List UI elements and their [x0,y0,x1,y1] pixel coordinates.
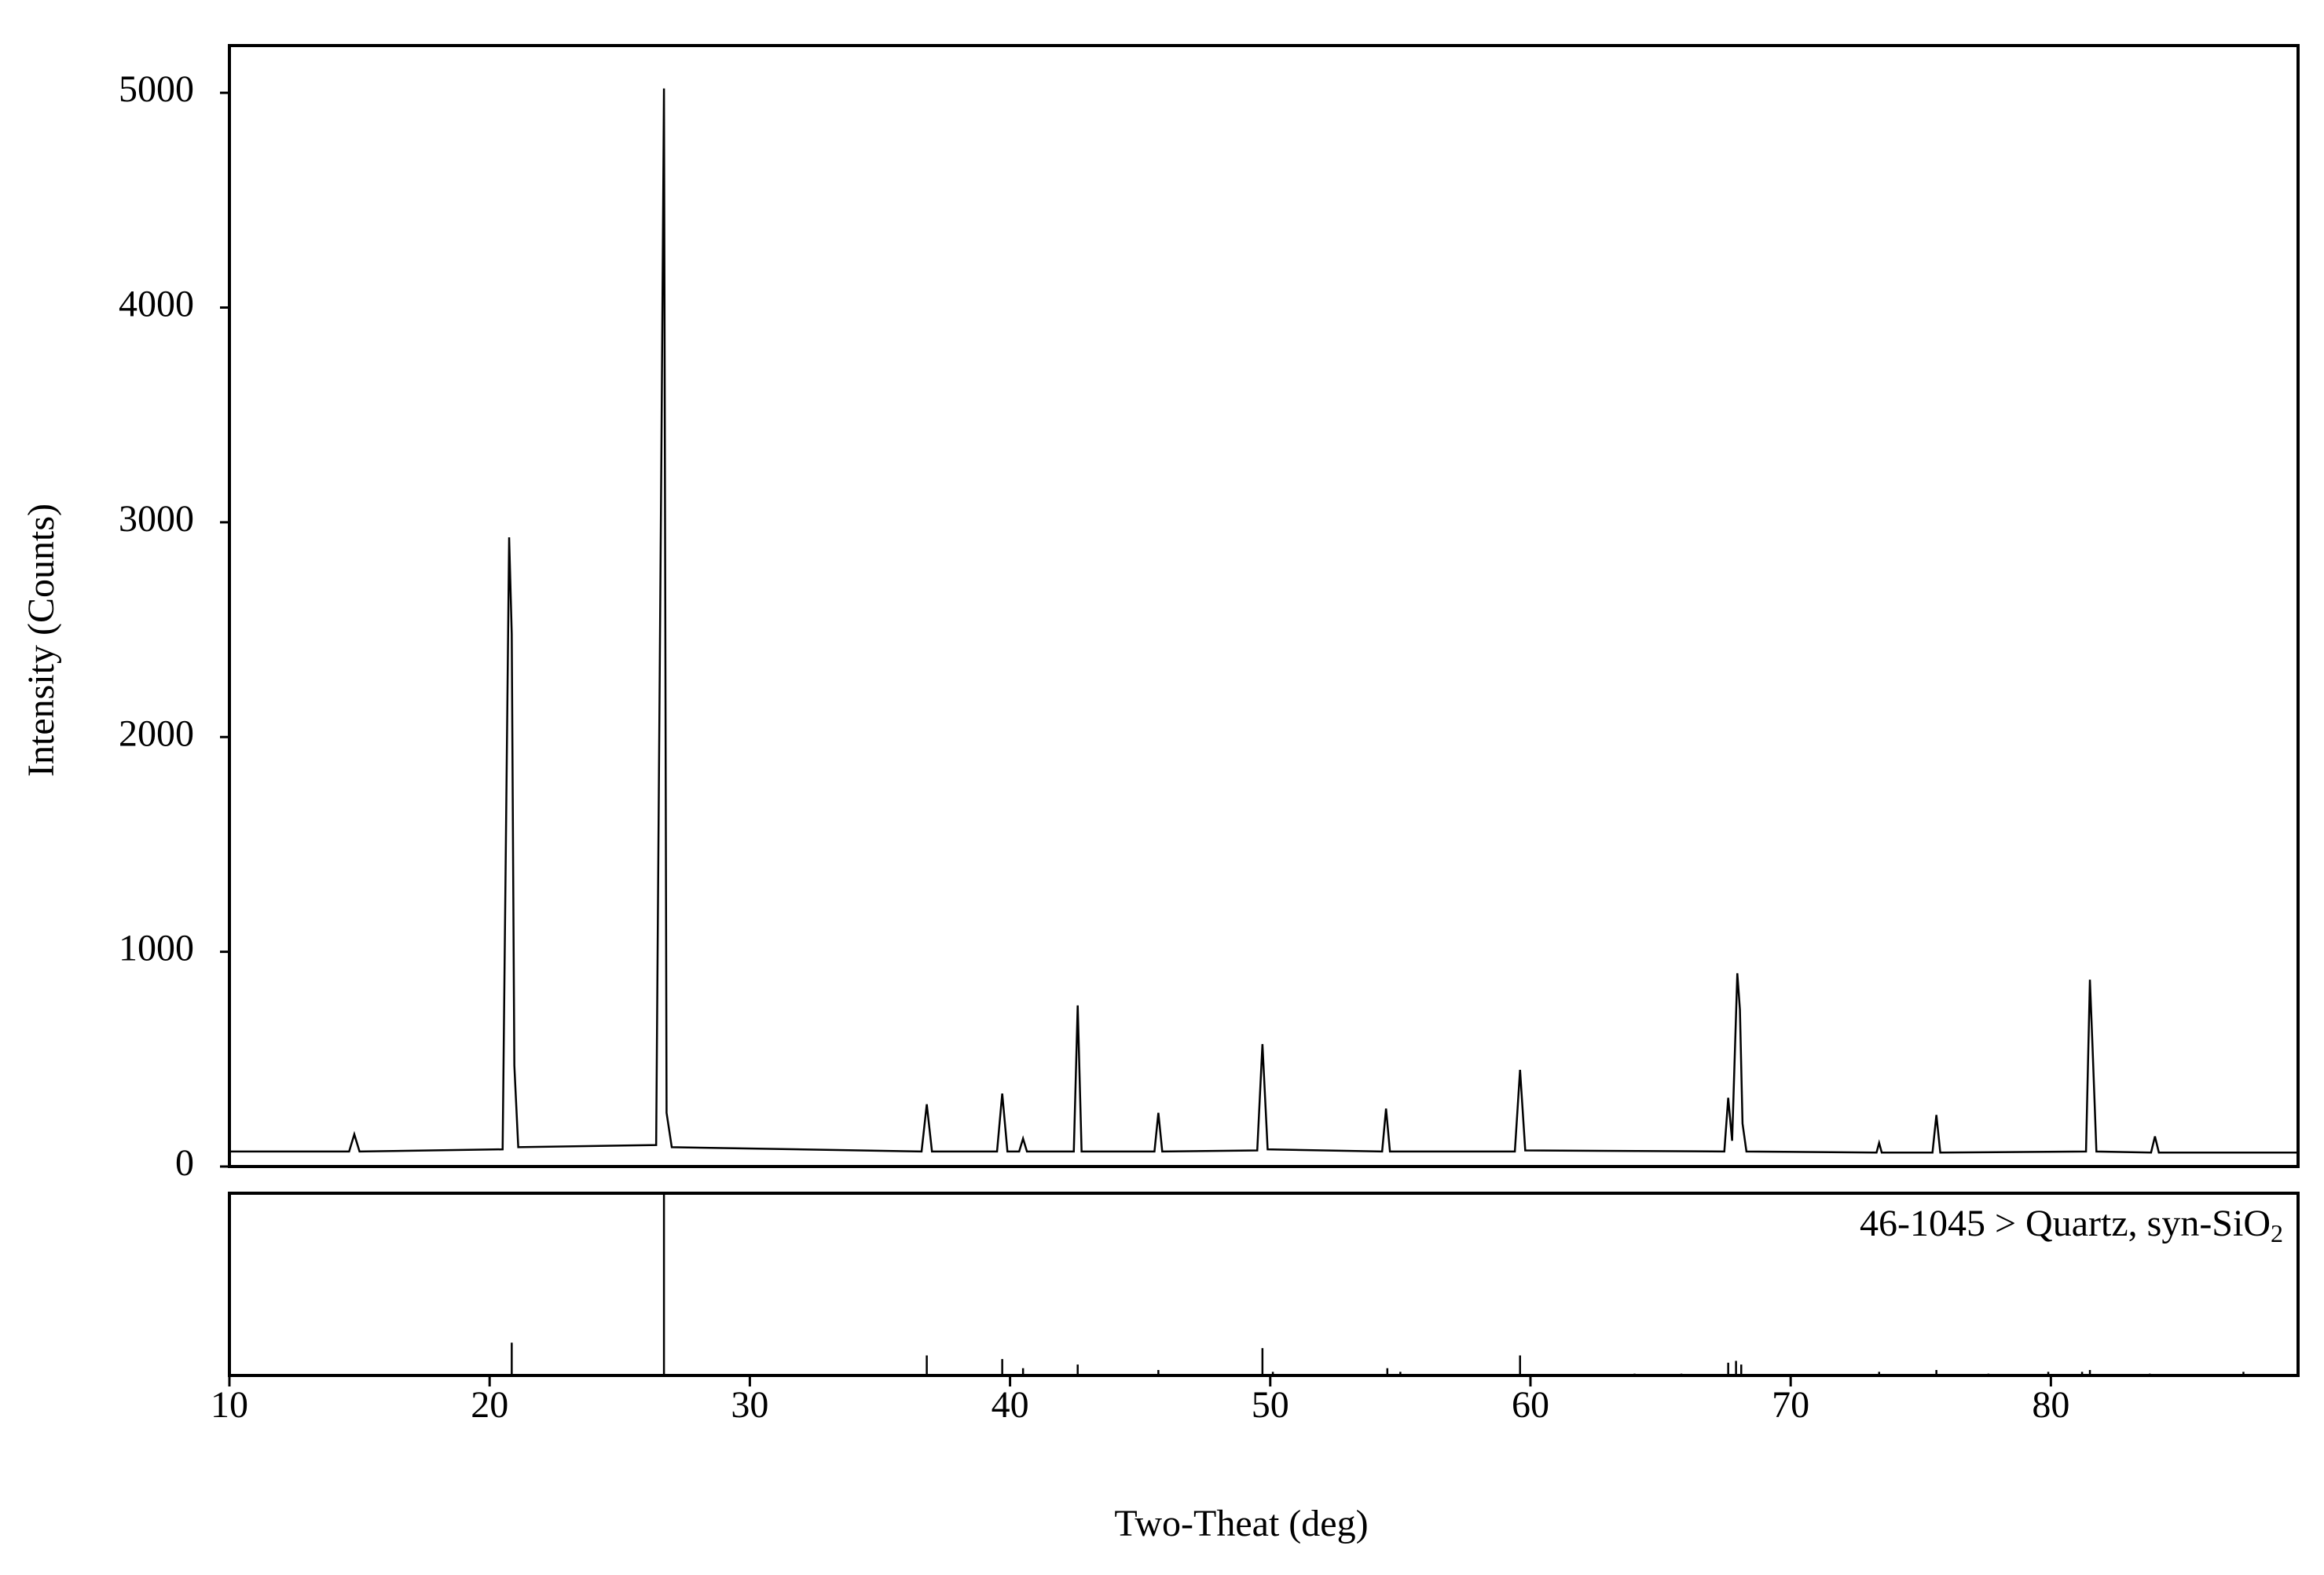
x-tick-label: 10 [211,1384,248,1426]
x-axis-title: Two-Theat (deg) [1114,1503,1368,1544]
y-tick-label: 0 [175,1142,194,1184]
spectrum-line [229,88,2298,1154]
x-tick-label: 40 [992,1384,1029,1426]
reference-name: 46-1045 > Quartz, syn-SiO [1860,1203,2271,1244]
x-tick-label: 50 [1252,1384,1289,1426]
x-tick-label: 60 [1512,1384,1549,1426]
reference-label: 46-1045 > Quartz, syn-SiO2 [1860,1203,2283,1247]
y-tick-label: 5000 [119,68,194,110]
reference-subscript: 2 [2271,1219,2283,1247]
y-tick-label: 4000 [119,284,194,325]
y-tick-label: 1000 [119,928,194,969]
y-tick-label: 3000 [119,498,194,540]
x-tick-label: 80 [2032,1384,2069,1426]
x-tick-label: 70 [1772,1384,1809,1426]
x-tick-label: 20 [471,1384,508,1426]
y-tick-label: 2000 [119,712,194,754]
x-tick-label: 30 [731,1384,768,1426]
y-axis-title: Intensity (Counts) [20,504,62,777]
plot-frame [228,44,2300,1168]
plot-frame [228,1192,2300,1377]
